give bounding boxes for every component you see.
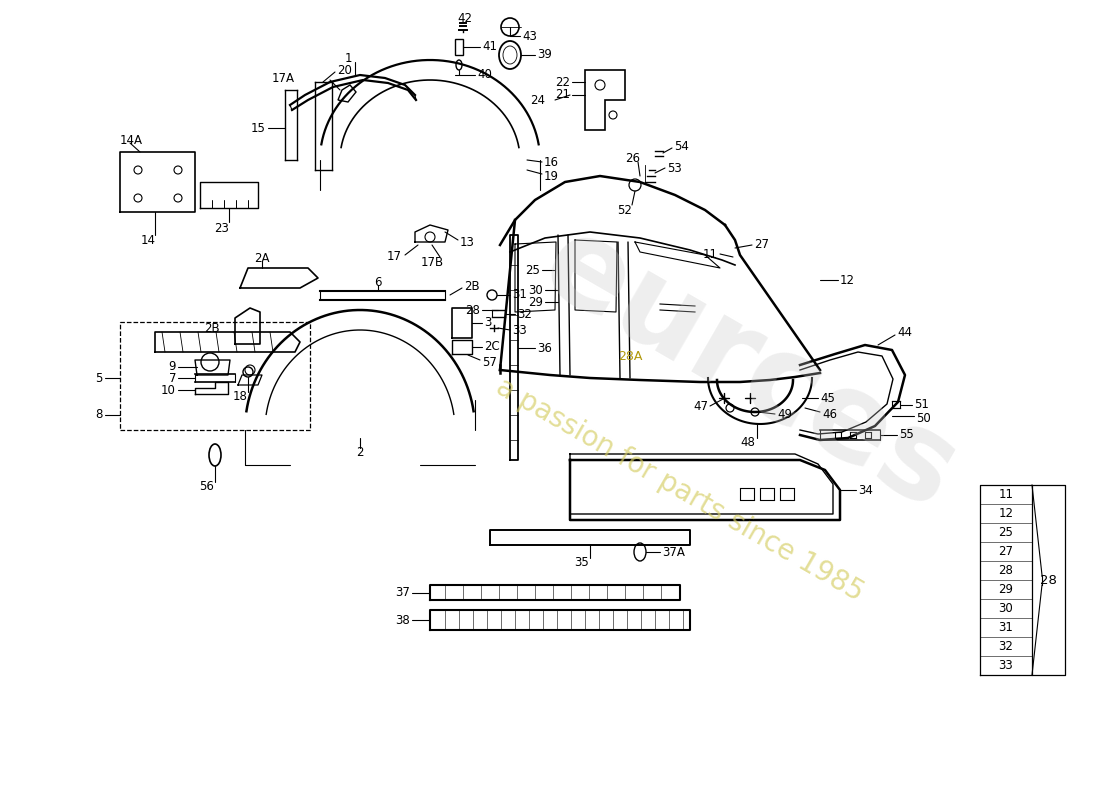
- Text: 2: 2: [356, 446, 364, 458]
- Text: 14: 14: [141, 234, 155, 247]
- Text: 53: 53: [667, 162, 682, 174]
- Text: 43: 43: [522, 30, 537, 42]
- Text: 9: 9: [168, 361, 176, 374]
- Text: 54: 54: [674, 139, 689, 153]
- Text: 46: 46: [822, 407, 837, 421]
- Text: 21: 21: [556, 89, 570, 102]
- Text: 26: 26: [625, 151, 640, 165]
- Text: 1: 1: [344, 51, 352, 65]
- Text: 34: 34: [858, 483, 873, 497]
- Text: 33: 33: [999, 659, 1013, 672]
- Text: 6: 6: [374, 277, 382, 290]
- Text: 57: 57: [482, 355, 497, 369]
- Text: 28A: 28A: [618, 350, 642, 363]
- Text: 12: 12: [840, 274, 855, 286]
- Text: 48: 48: [740, 437, 756, 450]
- Text: 37A: 37A: [662, 546, 685, 558]
- Text: 39: 39: [537, 49, 552, 62]
- Text: 44: 44: [896, 326, 912, 339]
- Text: 25: 25: [999, 526, 1013, 539]
- Text: 28: 28: [465, 303, 480, 317]
- Text: 30: 30: [528, 283, 543, 297]
- Text: 56: 56: [199, 481, 214, 494]
- Bar: [455, 39, 463, 55]
- Text: 32: 32: [999, 640, 1013, 653]
- Text: 2B: 2B: [205, 322, 220, 334]
- Text: 12: 12: [999, 507, 1013, 520]
- Text: 37: 37: [395, 586, 410, 599]
- Text: 31: 31: [999, 621, 1013, 634]
- Text: 19: 19: [544, 170, 559, 182]
- Text: 50: 50: [916, 411, 931, 425]
- Text: 10: 10: [161, 383, 176, 397]
- Text: 28: 28: [1040, 574, 1056, 586]
- Text: 30: 30: [999, 602, 1013, 615]
- Text: 45: 45: [820, 391, 835, 405]
- Text: 24: 24: [530, 94, 544, 106]
- Text: 22: 22: [556, 75, 570, 89]
- Text: 29: 29: [999, 583, 1013, 596]
- Text: 42: 42: [458, 11, 473, 25]
- Text: 52: 52: [617, 203, 632, 217]
- Text: 11: 11: [999, 488, 1013, 501]
- Text: 36: 36: [537, 342, 552, 354]
- Text: 23: 23: [214, 222, 230, 234]
- Text: 15: 15: [251, 122, 266, 134]
- Text: 3: 3: [484, 317, 492, 330]
- Text: 25: 25: [525, 263, 540, 277]
- Text: 55: 55: [899, 429, 914, 442]
- Text: 2B: 2B: [464, 279, 480, 293]
- Text: 27: 27: [999, 545, 1013, 558]
- Text: 16: 16: [544, 155, 559, 169]
- Text: 17: 17: [387, 250, 402, 263]
- Text: 28: 28: [999, 564, 1013, 577]
- Text: 2A: 2A: [254, 251, 270, 265]
- Text: 49: 49: [777, 407, 792, 421]
- Text: eurces: eurces: [522, 205, 978, 535]
- Text: 47: 47: [693, 401, 708, 414]
- Text: 51: 51: [914, 398, 928, 411]
- Text: 35: 35: [574, 557, 590, 570]
- Text: 20: 20: [337, 63, 352, 77]
- Text: 18: 18: [232, 390, 248, 403]
- Text: 7: 7: [168, 371, 176, 385]
- Text: 17B: 17B: [420, 255, 443, 269]
- Text: 14A: 14A: [120, 134, 143, 146]
- Text: a passion for parts since 1985: a passion for parts since 1985: [492, 373, 869, 607]
- Text: 13: 13: [460, 235, 475, 249]
- Text: 5: 5: [96, 371, 103, 385]
- Text: 33: 33: [512, 325, 527, 338]
- Text: 38: 38: [395, 614, 410, 626]
- Text: 29: 29: [528, 295, 543, 309]
- Text: 40: 40: [477, 69, 492, 82]
- Text: 32: 32: [517, 307, 532, 321]
- Text: 41: 41: [482, 41, 497, 54]
- Text: 2C: 2C: [484, 341, 499, 354]
- Text: 27: 27: [754, 238, 769, 251]
- Text: 8: 8: [96, 409, 103, 422]
- Text: 31: 31: [512, 289, 527, 302]
- Text: 17A: 17A: [272, 71, 295, 85]
- Text: 11: 11: [703, 247, 718, 261]
